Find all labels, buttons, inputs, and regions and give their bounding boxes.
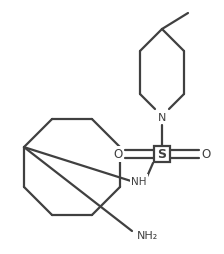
Text: O: O <box>201 148 211 161</box>
Text: NH: NH <box>131 176 147 186</box>
Text: NH₂: NH₂ <box>137 230 159 240</box>
FancyBboxPatch shape <box>154 146 170 162</box>
Text: O: O <box>113 148 123 161</box>
Text: N: N <box>158 113 166 122</box>
Text: S: S <box>157 148 166 161</box>
